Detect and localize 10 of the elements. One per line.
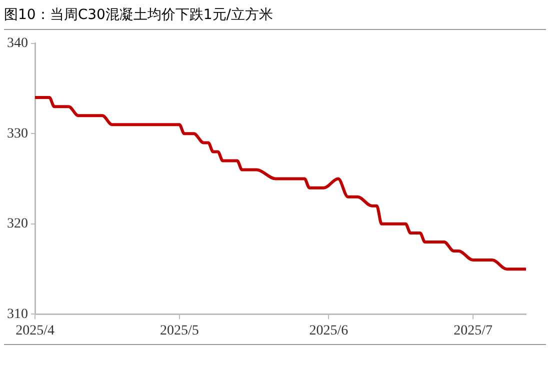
x-tick-label: 2025/6: [309, 323, 348, 338]
y-tick-label: 340: [7, 36, 28, 52]
y-tick-label: 330: [7, 126, 28, 142]
x-tick-label: 2025/4: [16, 323, 54, 338]
y-tick-label: 310: [7, 306, 28, 322]
y-tick-label: 320: [7, 216, 28, 232]
line-series: [35, 96, 526, 271]
x-tick-label: 2025/7: [454, 323, 492, 338]
x-tick-label: 2025/5: [160, 323, 199, 338]
chart-title: 图10：当周C30混凝土均价下跌1元/立方米: [4, 6, 546, 30]
